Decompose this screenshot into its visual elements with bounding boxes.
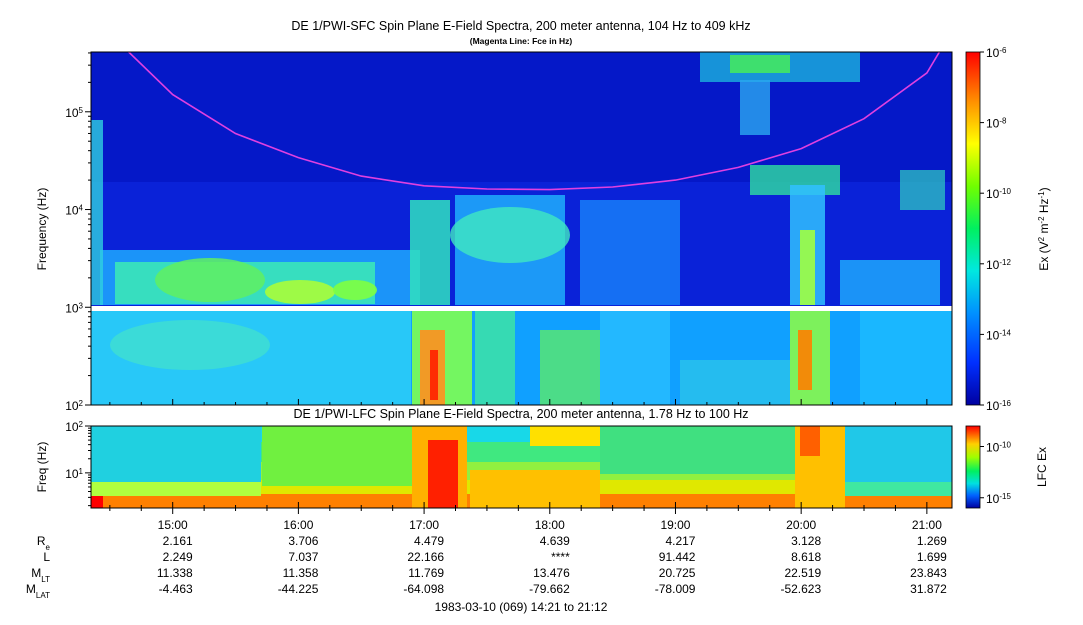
ephemeris-value: 13.476 bbox=[533, 566, 570, 580]
bottom-y-tick-label: 101 bbox=[65, 466, 83, 481]
time-tick-label: 19:00 bbox=[660, 518, 690, 532]
bottom-y-tick-label: 102 bbox=[65, 420, 83, 435]
fce-curve bbox=[128, 52, 941, 191]
bottom-spectrogram-frame bbox=[90, 425, 953, 509]
top-colorbar-label: Ex (V2 m-2 Hz-1) bbox=[1037, 187, 1052, 270]
top-y-tick-label: 104 bbox=[65, 203, 83, 218]
bottom-colorbar-ticks: 10-10 10-15 bbox=[980, 440, 1011, 506]
bottom-colorbar-tick-label: 10-15 bbox=[986, 491, 1011, 506]
top-colorbar-tick-label: 10-6 bbox=[986, 46, 1007, 61]
top-colorbar: 10-6 10-8 10-10 10-12 10-14 10-16 Ex (V2 m-2 … bbox=[965, 46, 1052, 414]
time-axis: 15:00 16:00 17:00 18:00 19:00 20:00 21:00 bbox=[109, 399, 942, 532]
ephemeris-value: -64.098 bbox=[403, 582, 444, 596]
ephemeris-value: 4.639 bbox=[540, 534, 570, 548]
ephemeris-value: 22.166 bbox=[407, 550, 444, 564]
top-colorbar-tick-label: 10-10 bbox=[986, 187, 1011, 202]
top-colorbar-ticks: 10-6 10-8 10-10 10-12 10-14 10-16 bbox=[980, 46, 1011, 414]
top-y-tick-label: 102 bbox=[65, 399, 83, 414]
bottom-y-axis: 101 102 bbox=[65, 420, 91, 507]
top-colorbar-label-part-7: ) bbox=[1037, 187, 1051, 191]
top-colorbar-label-part-5: Hz bbox=[1037, 198, 1051, 216]
ephemeris-value: 3.128 bbox=[791, 534, 821, 548]
top-spectrogram-frame bbox=[90, 51, 953, 406]
ephemeris-value: -52.623 bbox=[780, 582, 821, 596]
ephemeris-value: -79.662 bbox=[529, 582, 570, 596]
top-colorbar-tick-label: 10-14 bbox=[986, 328, 1011, 343]
ephemeris-value: 2.161 bbox=[163, 534, 193, 548]
bottom-colorbar-tick-label: 10-10 bbox=[986, 440, 1011, 455]
ephemeris-value: 2.249 bbox=[163, 550, 193, 564]
ephemeris-value: 8.618 bbox=[791, 550, 821, 564]
bottom-colorbar-label: LFC Ex bbox=[1035, 447, 1049, 487]
ephemeris-value: 1.269 bbox=[917, 534, 947, 548]
top-colorbar-tick-label: 10-16 bbox=[986, 399, 1011, 414]
ephemeris-value: 11.338 bbox=[157, 566, 193, 580]
top-y-axis: 102 103 104 105 bbox=[65, 52, 91, 414]
top-colorbar-label-part-2: 2 bbox=[1037, 236, 1046, 241]
top-spectrogram bbox=[90, 51, 953, 406]
top-colorbar-tick-label: 10-8 bbox=[986, 116, 1007, 131]
top-colorbar-label-part-6: -1 bbox=[1037, 191, 1046, 199]
time-range-footer: 1983-03-10 (069) 14:21 to 21:12 bbox=[435, 600, 608, 614]
ephemeris-value: 4.479 bbox=[414, 534, 444, 548]
time-tick-label: 15:00 bbox=[158, 518, 188, 532]
bottom-spectrogram-texture bbox=[91, 426, 952, 508]
ephemeris-value: 11.769 bbox=[408, 566, 444, 580]
ephemeris-value: 22.519 bbox=[784, 566, 821, 580]
ephemeris-row-label: MLT bbox=[31, 566, 50, 584]
ephemeris-value: 7.037 bbox=[288, 550, 318, 564]
top-y-tick-label: 105 bbox=[65, 105, 83, 120]
time-tick-label: 20:00 bbox=[786, 518, 816, 532]
ephemeris-value: **** bbox=[551, 550, 570, 564]
ephemeris-value: 91.442 bbox=[659, 550, 696, 564]
ephemeris-table: Re 2.161 3.706 4.479 4.639 4.217 3.128 1.269 L 2.… bbox=[26, 534, 947, 600]
ephemeris-value: 20.725 bbox=[659, 566, 696, 580]
bottom-spectrogram bbox=[90, 425, 953, 509]
top-spectrogram-texture bbox=[91, 52, 952, 405]
bottom-colorbar-gradient bbox=[965, 425, 981, 509]
top-colorbar-label-part-1: Ex (V bbox=[1037, 241, 1051, 270]
bottom-y-axis-label: Freq (Hz) bbox=[35, 442, 49, 493]
ephemeris-value: 23.843 bbox=[910, 566, 947, 580]
top-colorbar-label-part-4: -2 bbox=[1037, 216, 1046, 224]
data-gap-band bbox=[91, 306, 952, 311]
top-colorbar-label-part-3: m bbox=[1037, 224, 1051, 237]
ephemeris-value: 4.217 bbox=[665, 534, 695, 548]
ephemeris-row-label: L bbox=[43, 550, 50, 564]
time-tick-label: 17:00 bbox=[409, 518, 439, 532]
time-tick-label: 18:00 bbox=[535, 518, 565, 532]
top-chart-subtitle: (Magenta Line: Fce in Hz) bbox=[470, 36, 573, 46]
ephemeris-value: 31.872 bbox=[910, 582, 947, 596]
ephemeris-value: -78.009 bbox=[655, 582, 696, 596]
ephemeris-row-label: MLAT bbox=[26, 582, 50, 600]
ephemeris-value: -4.463 bbox=[159, 582, 193, 596]
ephemeris-value: 11.358 bbox=[283, 566, 319, 580]
ephemeris-value: -44.225 bbox=[278, 582, 319, 596]
top-colorbar-tick-label: 10-12 bbox=[986, 257, 1011, 272]
ephemeris-value: 3.706 bbox=[288, 534, 318, 548]
bottom-colorbar: 10-10 10-15 LFC Ex bbox=[965, 425, 1049, 509]
top-colorbar-gradient bbox=[965, 51, 981, 406]
ephemeris-row-label: Re bbox=[37, 534, 51, 552]
bottom-chart-title: DE 1/PWI-LFC Spin Plane E-Field Spectra,… bbox=[293, 407, 748, 421]
top-chart-title: DE 1/PWI-SFC Spin Plane E-Field Spectra,… bbox=[291, 19, 750, 33]
time-tick-label: 21:00 bbox=[912, 518, 942, 532]
top-y-axis-label: Frequency (Hz) bbox=[35, 188, 49, 271]
time-tick-label: 16:00 bbox=[283, 518, 313, 532]
top-y-tick-label: 103 bbox=[65, 301, 83, 316]
ephemeris-value: 1.699 bbox=[917, 550, 947, 564]
